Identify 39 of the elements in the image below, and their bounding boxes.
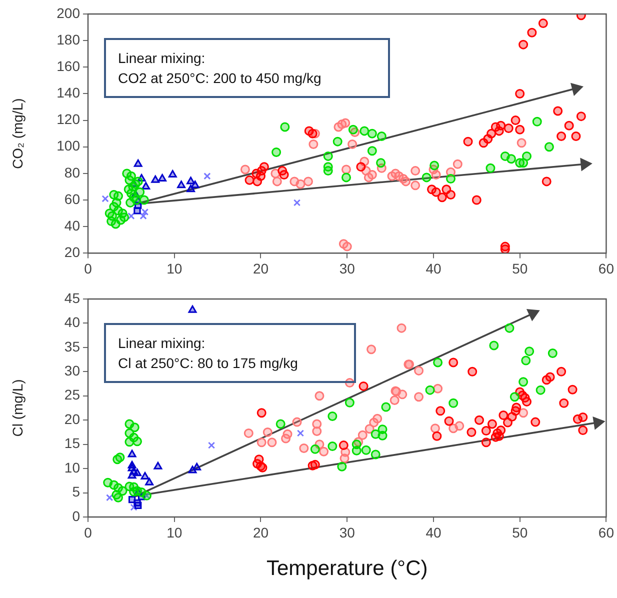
x-tick-label: 30 [339,260,356,276]
y-tick-label: 200 [56,4,80,21]
x-tick-label: 0 [84,524,92,540]
x-tick-label: 40 [426,524,442,540]
x-tick-label: 10 [166,260,182,276]
y-tick-label: 30 [64,362,80,379]
y-axis-title: CO₂ (mg/L) [9,98,26,169]
x-tick-label: 60 [598,524,614,540]
y-tick-label: 20 [64,410,80,427]
y-tick-label: 10 [64,459,80,476]
y-tick-label: 35 [64,338,80,354]
x-tick-label: 10 [166,524,182,540]
y-tick-label: 40 [64,217,80,234]
y-tick-label: 60 [64,190,80,207]
x-tick-label: 40 [426,260,442,276]
x-tick-label: 50 [512,260,528,276]
y-tick-label: 25 [64,386,80,403]
y-tick-label: 5 [72,484,80,500]
y-tick-label: 120 [56,111,80,128]
y-tick-label: 20 [64,244,80,260]
x-tick-label: 20 [252,524,269,540]
y-tick-label: 160 [56,58,80,74]
y-tick-label: 0 [72,508,80,524]
y-tick-label: 180 [56,31,80,48]
note-box: Linear mixing: Cl at 250°C: 80 to 175 mg/kg [104,323,356,383]
y-tick-label: 100 [56,138,80,154]
x-tick-label: 50 [512,524,528,540]
y-tick-label: 80 [64,164,80,180]
y-tick-label: 140 [56,84,80,101]
x-tick-label: 20 [252,260,269,276]
y-tick-label: 15 [64,435,80,452]
x-tick-label: 60 [598,260,614,276]
x-axis-title: Temperature (°C) [266,557,428,580]
x-tick-label: 0 [84,260,92,276]
x-tick-label: 30 [339,524,356,540]
y-axis-title: Cl (mg/L) [9,379,26,437]
note-box: Linear mixing: CO2 at 250°C: 200 to 450 mg/kg [104,38,390,98]
y-tick-label: 40 [64,314,80,330]
y-tick-label: 45 [64,290,80,306]
